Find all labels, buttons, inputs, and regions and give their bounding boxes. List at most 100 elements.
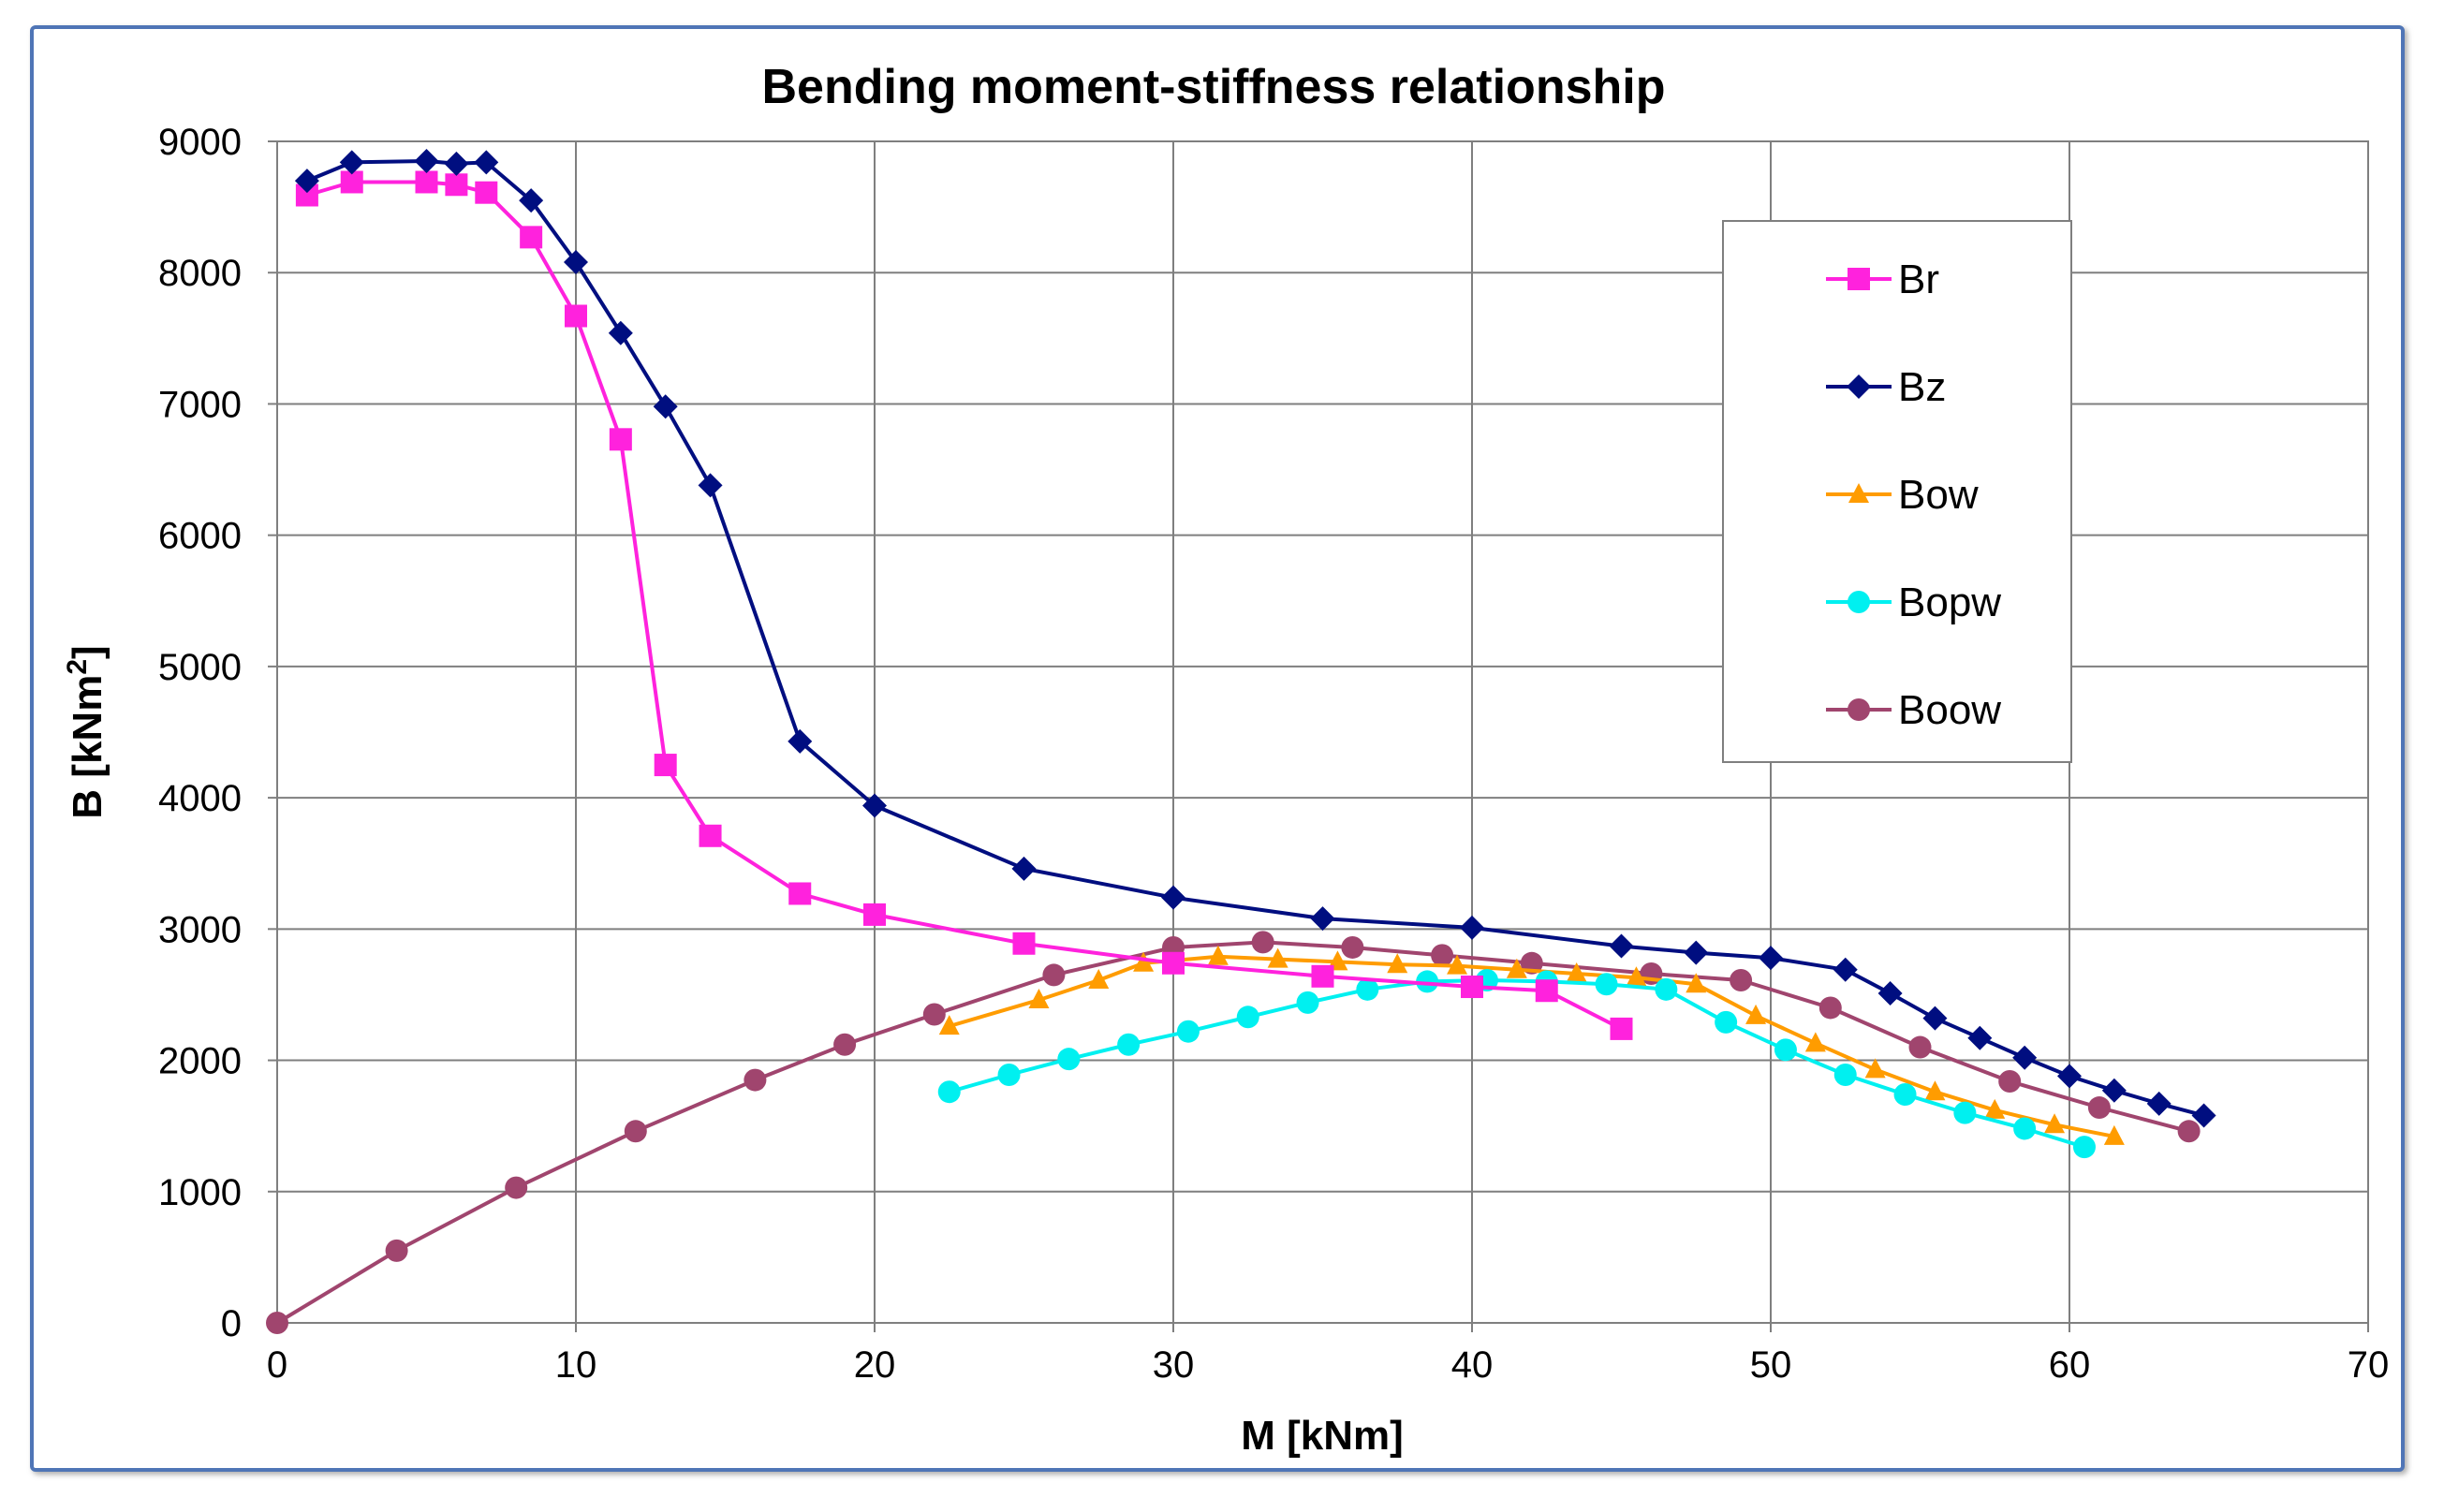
- data-point-bz: [1967, 1025, 1993, 1050]
- data-point-bz: [1609, 933, 1634, 959]
- legend-item-boow: Boow: [1826, 687, 2001, 733]
- data-point-bz: [1684, 940, 1709, 965]
- data-point-bow: [1447, 954, 1468, 975]
- series-boow: [266, 931, 2201, 1334]
- y-axis-label: B [kNm2]: [62, 645, 111, 818]
- data-point-bz: [2101, 1078, 2127, 1103]
- legend-label-br: Br: [1898, 257, 1939, 302]
- legend-item-bopw: Bopw: [1826, 580, 2001, 625]
- legend-marker-bz: [1847, 374, 1871, 399]
- data-point-boow: [833, 1033, 857, 1056]
- data-point-boow: [266, 1312, 288, 1334]
- data-point-bow: [2044, 1113, 2066, 1134]
- data-point-bow: [2103, 1124, 2125, 1145]
- data-point-br: [863, 903, 886, 926]
- data-point-boow: [744, 1068, 767, 1092]
- legend-label-bz: Bz: [1898, 364, 1946, 410]
- data-point-bz: [608, 320, 633, 345]
- y-tick-label: 9000: [158, 122, 242, 163]
- data-point-br: [415, 170, 438, 194]
- series-bopw: [937, 969, 2096, 1159]
- legend-label-boow: Boow: [1898, 687, 2001, 733]
- data-point-br: [788, 882, 812, 905]
- data-point-bz: [564, 250, 588, 275]
- data-point-br: [1162, 951, 1185, 975]
- data-point-bow: [1804, 1032, 1826, 1052]
- data-point-bow: [1984, 1098, 2006, 1119]
- axis-ticks: 0 10 20 30 40 50 60 70 0 1000 2000 3000 4000 5000 6000…: [158, 122, 2389, 1386]
- legend-marker-bow: [1848, 483, 1869, 503]
- data-point-bopw: [1356, 977, 1379, 1001]
- legend: Br Bz Bow Bopw Boow: [1722, 220, 2072, 763]
- data-point-boow: [1818, 996, 1842, 1020]
- data-point-bz: [1460, 915, 1484, 940]
- y-tick-label: 0: [221, 1303, 242, 1344]
- data-point-bopw: [1833, 1063, 1857, 1086]
- data-point-bz: [1759, 946, 1783, 971]
- data-point-bow: [1387, 953, 1408, 974]
- legend-marker-br: [1848, 268, 1870, 290]
- data-point-boow: [2177, 1120, 2201, 1143]
- data-point-bz: [414, 149, 439, 174]
- data-point-bow: [1207, 945, 1229, 965]
- y-tick-label: 2000: [158, 1041, 242, 1082]
- data-point-bz: [2057, 1064, 2082, 1089]
- series-br: [295, 170, 1633, 1040]
- data-point-br: [699, 824, 722, 847]
- legend-label-bow: Bow: [1898, 472, 1979, 518]
- data-point-bz: [444, 151, 469, 176]
- data-point-bz: [2191, 1103, 2216, 1128]
- data-point-br: [520, 226, 543, 249]
- x-axis-label: M [kNm]: [1241, 1413, 1404, 1459]
- legend-label-bopw: Bopw: [1898, 580, 2001, 625]
- chart-title: Bending moment-stiffness relationship: [762, 60, 1666, 114]
- y-tick-label: 4000: [158, 778, 242, 819]
- data-point-boow: [922, 1003, 946, 1026]
- data-point-bow: [1566, 962, 1587, 983]
- x-tick-label: 50: [1750, 1344, 1792, 1386]
- data-point-bopw: [1774, 1038, 1797, 1062]
- data-point-bz: [1011, 856, 1037, 881]
- data-point-bow: [1133, 951, 1155, 972]
- series-bow: [938, 945, 2125, 1145]
- data-point-boow: [1908, 1035, 1932, 1059]
- y-tick-label: 8000: [158, 253, 242, 294]
- data-point-bopw: [1236, 1006, 1259, 1029]
- series-group: [266, 149, 2216, 1334]
- x-tick-label: 70: [2348, 1344, 2390, 1386]
- data-point-bz: [862, 793, 887, 818]
- data-point-bz: [698, 473, 723, 498]
- y-tick-label: 5000: [158, 647, 242, 688]
- series-line-boow: [275, 940, 2190, 1325]
- data-point-br: [1311, 964, 1334, 988]
- legend-item-br: Br: [1826, 257, 1939, 302]
- x-tick-label: 10: [555, 1344, 597, 1386]
- data-point-bopw: [937, 1080, 961, 1104]
- plot-area: [276, 140, 2369, 1324]
- data-point-bopw: [1296, 991, 1319, 1014]
- data-point-bopw: [1416, 970, 1439, 993]
- data-point-br: [1610, 1017, 1633, 1040]
- series-bz: [294, 149, 2216, 1128]
- series-line-bz: [306, 159, 2205, 1118]
- data-point-bopw: [1953, 1101, 1977, 1124]
- data-point-br: [1012, 932, 1036, 955]
- data-point-bopw: [1893, 1083, 1917, 1107]
- legend-item-bz: Bz: [1826, 364, 1946, 410]
- data-point-br: [340, 170, 363, 194]
- data-point-bopw: [1176, 1020, 1200, 1043]
- data-point-boow: [1042, 963, 1066, 987]
- y-tick-label: 6000: [158, 516, 242, 557]
- data-point-bz: [788, 728, 813, 754]
- data-point-bopw: [1117, 1033, 1141, 1056]
- data-point-boow: [505, 1176, 528, 1199]
- data-point-bopw: [2072, 1136, 2096, 1159]
- data-point-boow: [1431, 944, 1454, 967]
- data-point-bow: [1626, 966, 1647, 987]
- data-point-bz: [519, 188, 544, 213]
- legend-marker-bopw: [1848, 591, 1870, 613]
- data-point-bow: [1745, 1004, 1767, 1024]
- data-point-bz: [1922, 1006, 1948, 1031]
- legend-item-bow: Bow: [1826, 472, 1979, 518]
- data-point-bopw: [1715, 1010, 1738, 1034]
